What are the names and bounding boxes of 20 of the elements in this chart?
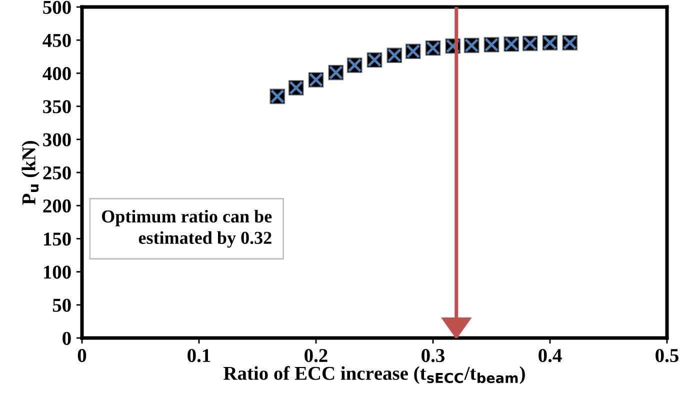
y-tick-label: 0 [62, 332, 71, 345]
y-tick-label: 50 [52, 298, 71, 312]
x-tick-label: 0.5 [656, 348, 678, 362]
x-tick-label: 0.2 [304, 348, 328, 362]
y-tick-label: 300 [43, 133, 71, 146]
annotation: Optimum ratio can be estimated by 0.32 [102, 210, 272, 248]
x-tick-label: 0.4 [538, 348, 562, 362]
y-tick-label: 500 [43, 0, 71, 14]
y-tick-label: 350 [43, 100, 71, 114]
y-tick-label: 250 [43, 166, 71, 180]
y-tick-label: 100 [44, 266, 71, 279]
y-tick-label: 200 [43, 199, 71, 213]
x-axis-title: Ratio of ECC increase (t$_{sECC}$/t$_{beam}$) [224, 366, 525, 384]
x-tick-label: 0.3 [422, 348, 444, 362]
y-axis-title: P$_{u}$ (kN) [22, 140, 40, 205]
x-tick-label: 0 [78, 348, 86, 362]
y-tick-label: 450 [42, 34, 71, 48]
x-tick-label: 0.1 [188, 348, 210, 362]
y-tick-label: 150 [44, 232, 71, 246]
y-tick-label: 400 [42, 67, 71, 80]
